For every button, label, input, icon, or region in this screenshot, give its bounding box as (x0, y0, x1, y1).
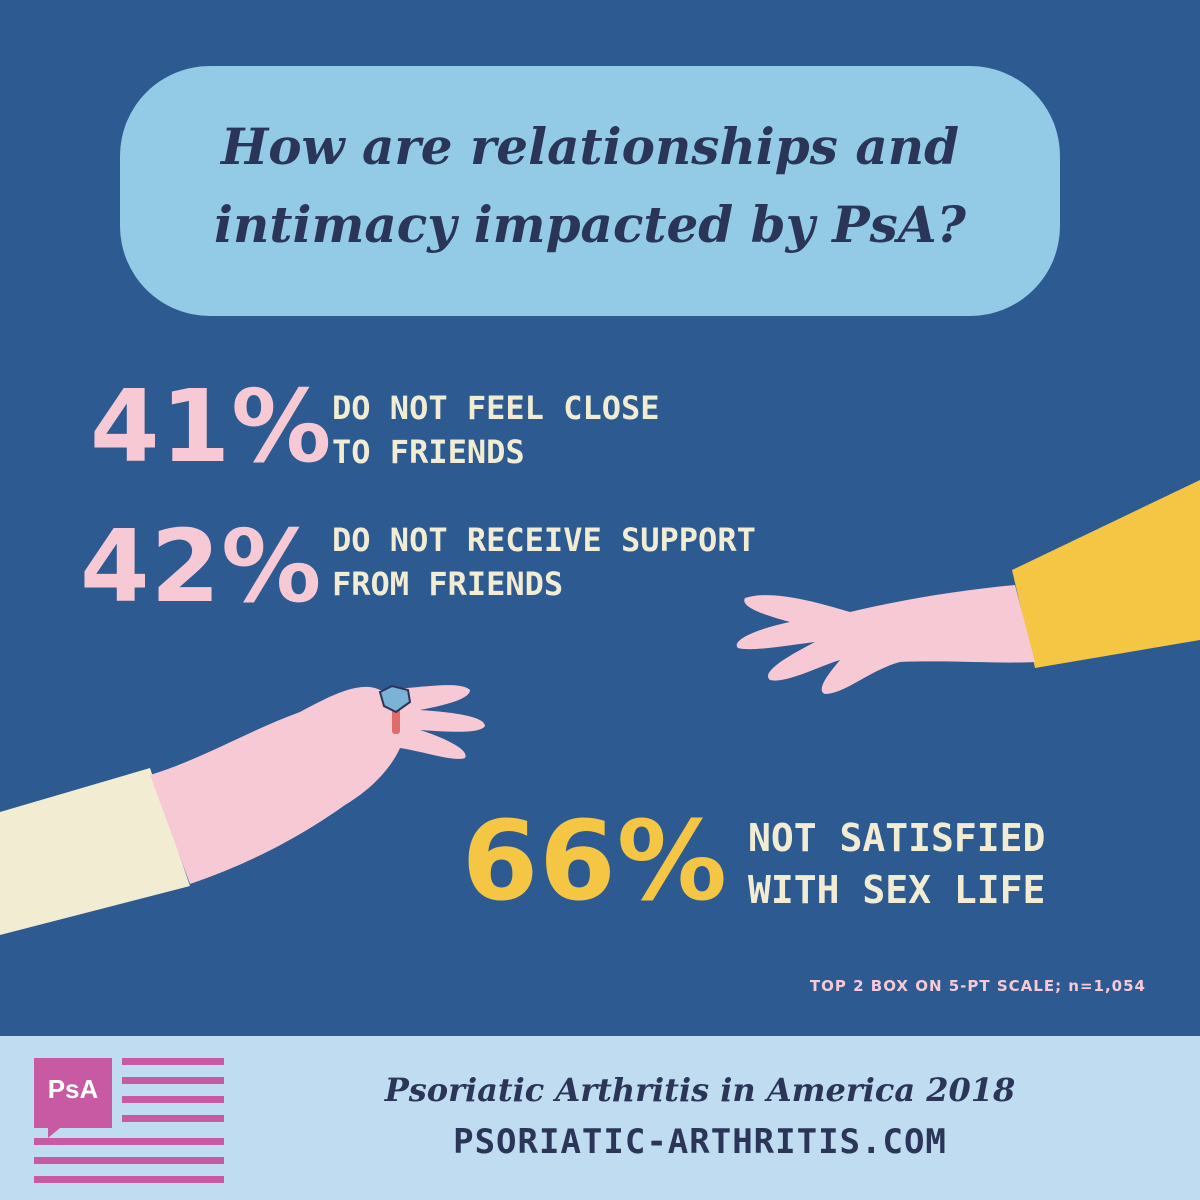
footer-url[interactable]: PSORIATIC-ARTHRITIS.COM (453, 1122, 947, 1162)
stat-percent: 42% (80, 508, 323, 625)
stat-description: DO NOT RECEIVE SUPPORT FROM FRIENDS (332, 518, 952, 606)
psa-logo (34, 1058, 112, 1128)
stat-line-1: NOT SATISFIED (748, 816, 1046, 860)
right-hand (736, 480, 1200, 694)
stat-percent: 66% (461, 797, 728, 925)
stat-line-1: DO NOT RECEIVE SUPPORT (332, 521, 756, 559)
stat-line-2: WITH SEX LIFE (748, 868, 1046, 912)
stat-description: DO NOT FEEL CLOSE TO FRIENDS (332, 386, 852, 474)
stat-line-1: DO NOT FEEL CLOSE (332, 389, 660, 427)
footnote: TOP 2 BOX ON 5-PT SCALE; n=1,054 (809, 977, 1146, 995)
flag-logo-icon (34, 1058, 224, 1183)
stat-line-2: TO FRIENDS (332, 433, 525, 471)
psa-logo-text: PsA (47, 1074, 99, 1104)
left-hand (0, 684, 485, 935)
stat-percent: 41% (90, 368, 333, 485)
footer-title: Psoriatic Arthritis in America 2018 (384, 1071, 1016, 1109)
title-speech-bubble (120, 66, 1060, 316)
stat-description: NOT SATISFIED WITH SEX LIFE (748, 812, 1168, 916)
stat-line-2: FROM FRIENDS (332, 565, 564, 603)
page-title: How are relationships and intimacy impac… (214, 117, 966, 254)
